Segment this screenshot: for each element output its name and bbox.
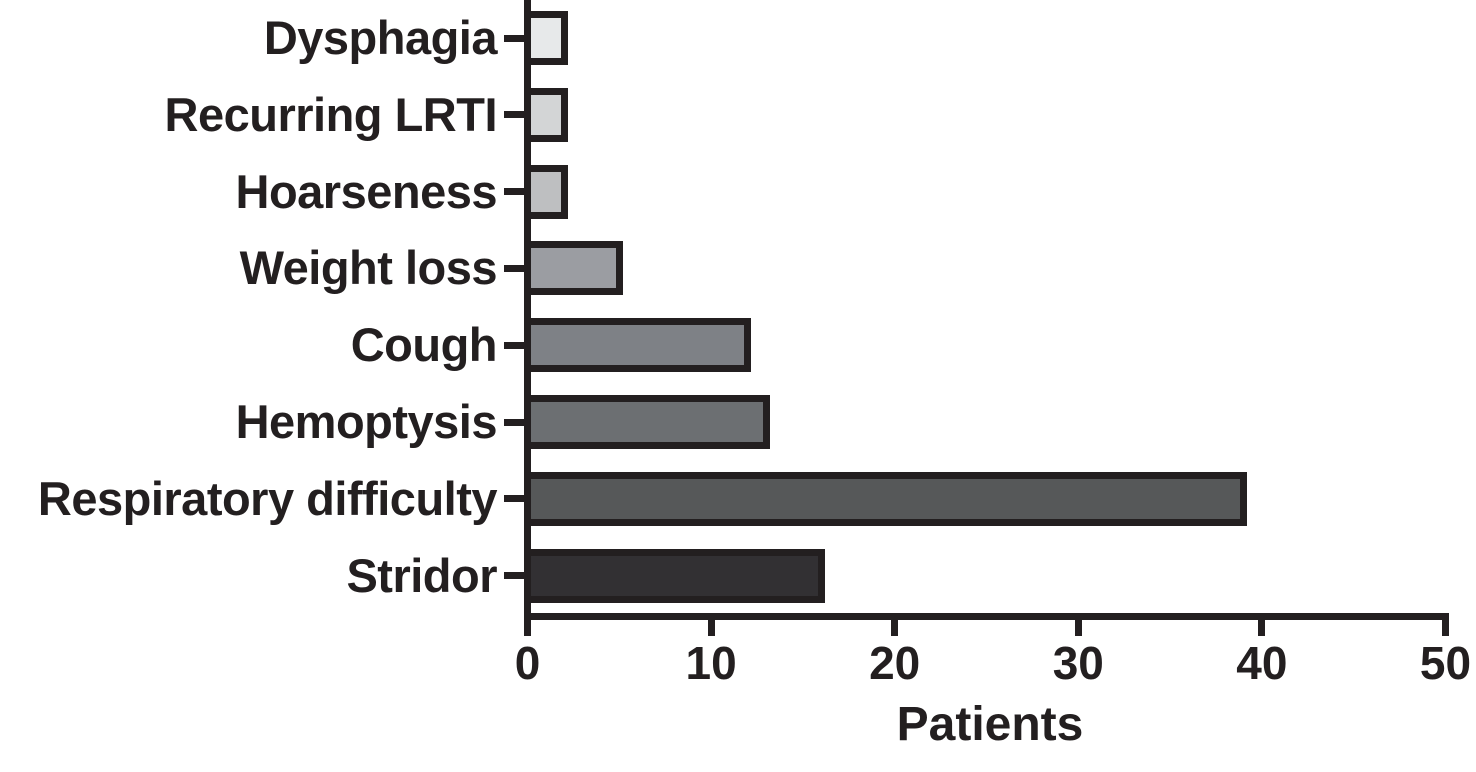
y-tick-hemoptysis bbox=[504, 418, 527, 426]
bar-hoarseness bbox=[524, 164, 568, 219]
category-label-weight-loss: Weight loss bbox=[239, 241, 498, 295]
y-tick-weight-loss bbox=[504, 264, 527, 272]
category-label-stridor: Stridor bbox=[346, 548, 497, 602]
bar-hemoptysis bbox=[524, 395, 770, 449]
x-tick-label-20: 20 bbox=[869, 637, 921, 689]
x-axis-title: Patients bbox=[896, 698, 1084, 751]
category-label-recurring-lrti: Recurring LRTI bbox=[164, 87, 498, 141]
x-tick-40 bbox=[1258, 620, 1266, 636]
bar-respiratory-difficulty bbox=[524, 471, 1248, 526]
bar-stridor bbox=[524, 548, 825, 603]
bar-weight-loss bbox=[524, 241, 623, 296]
y-tick-recurring-lrti bbox=[504, 111, 527, 119]
category-label-cough: Cough bbox=[350, 318, 498, 372]
bar-dysphagia bbox=[524, 11, 568, 65]
x-tick-label-30: 30 bbox=[1052, 637, 1104, 689]
bar-cough bbox=[524, 318, 752, 373]
y-tick-dysphagia bbox=[504, 34, 527, 42]
y-axis-line bbox=[524, 0, 531, 620]
category-label-respiratory-difficulty: Respiratory difficulty bbox=[37, 471, 498, 525]
x-tick-10 bbox=[707, 620, 715, 636]
bar-recurring-lrti bbox=[524, 87, 568, 142]
category-label-hemoptysis: Hemoptysis bbox=[235, 395, 498, 448]
y-tick-hoarseness bbox=[504, 188, 527, 196]
x-axis-line bbox=[524, 613, 1449, 620]
x-tick-50 bbox=[1442, 620, 1449, 636]
x-tick-label-0: 0 bbox=[514, 637, 541, 689]
y-tick-cough bbox=[504, 341, 527, 349]
x-tick-label-40: 40 bbox=[1236, 637, 1288, 689]
x-tick-0 bbox=[524, 620, 531, 636]
x-tick-label-50: 50 bbox=[1419, 637, 1472, 689]
y-tick-respiratory-difficulty bbox=[504, 495, 527, 503]
x-tick-20 bbox=[891, 620, 899, 636]
category-label-hoarseness: Hoarseness bbox=[235, 164, 498, 218]
x-tick-30 bbox=[1074, 620, 1082, 636]
category-label-dysphagia: Dysphagia bbox=[263, 11, 498, 64]
x-tick-label-10: 10 bbox=[685, 637, 737, 689]
y-tick-stridor bbox=[504, 572, 527, 580]
